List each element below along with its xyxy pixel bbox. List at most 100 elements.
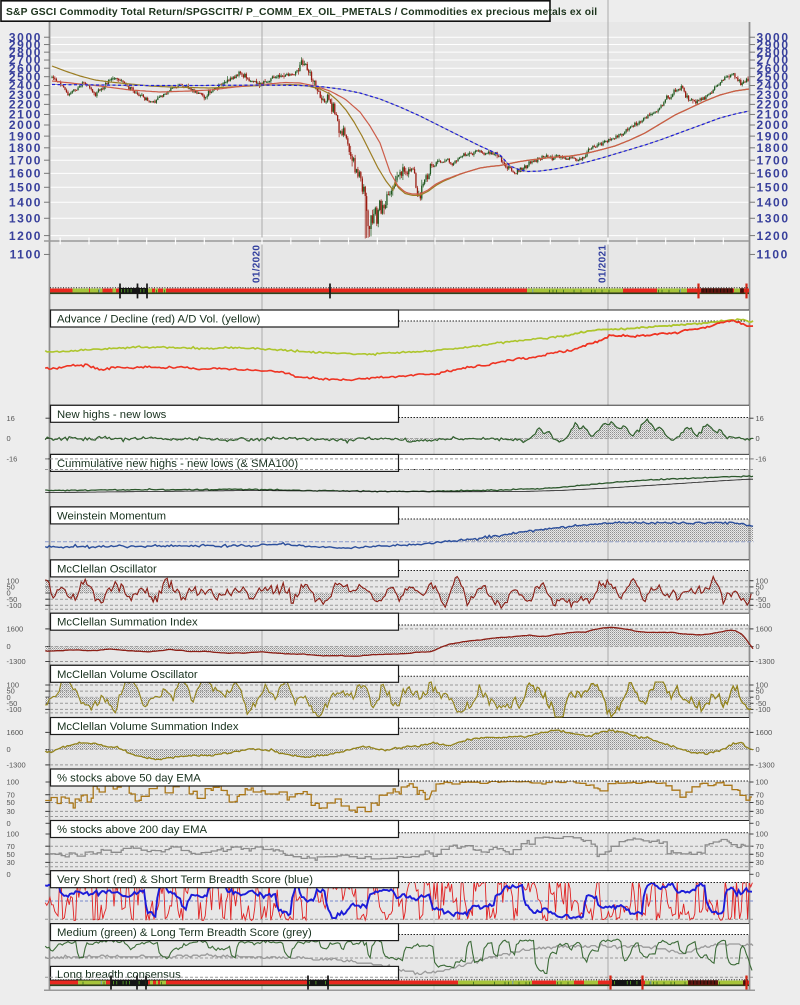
svg-text:-1300: -1300 xyxy=(7,761,26,770)
svg-text:1100: 1100 xyxy=(757,248,789,262)
svg-text:1500: 1500 xyxy=(757,181,790,195)
svg-text:0: 0 xyxy=(7,434,11,443)
svg-text:1500: 1500 xyxy=(9,181,42,195)
svg-text:-100: -100 xyxy=(7,705,22,714)
svg-text:-50: -50 xyxy=(7,595,18,604)
svg-text:3000: 3000 xyxy=(9,30,42,44)
svg-text:2800: 2800 xyxy=(9,45,42,59)
svg-text:1600: 1600 xyxy=(9,167,42,181)
svg-text:50: 50 xyxy=(7,850,15,859)
svg-text:1900: 1900 xyxy=(9,129,42,143)
svg-text:01/2020: 01/2020 xyxy=(252,245,263,283)
svg-text:16: 16 xyxy=(7,414,15,423)
svg-text:-100: -100 xyxy=(756,601,771,610)
svg-text:2500: 2500 xyxy=(9,70,42,84)
svg-text:-50: -50 xyxy=(756,699,767,708)
svg-text:50: 50 xyxy=(756,850,764,859)
svg-text:100: 100 xyxy=(7,576,20,585)
svg-text:0: 0 xyxy=(756,870,760,879)
svg-text:McClellan Volume Oscillator: McClellan Volume Oscillator xyxy=(57,669,198,681)
svg-text:McClellan Summation Index: McClellan Summation Index xyxy=(57,617,198,629)
svg-text:50: 50 xyxy=(7,687,15,696)
svg-text:-50: -50 xyxy=(756,595,767,604)
svg-text:-16: -16 xyxy=(7,455,18,464)
svg-text:0: 0 xyxy=(756,745,760,754)
svg-text:70: 70 xyxy=(756,790,764,799)
svg-text:16: 16 xyxy=(756,414,764,423)
svg-text:Advance / Decline (red) A/D Vo: Advance / Decline (red) A/D Vol. (yellow… xyxy=(57,314,261,326)
svg-text:2100: 2100 xyxy=(9,108,42,122)
svg-text:100: 100 xyxy=(756,576,769,585)
svg-text:2300: 2300 xyxy=(9,88,42,102)
svg-text:2200: 2200 xyxy=(9,98,42,112)
svg-text:01/2021: 01/2021 xyxy=(598,245,609,283)
svg-text:2600: 2600 xyxy=(757,61,790,75)
svg-text:1900: 1900 xyxy=(757,129,790,143)
svg-text:% stocks above 200 day EMA: % stocks above 200 day EMA xyxy=(57,824,208,836)
svg-text:2600: 2600 xyxy=(9,61,42,75)
svg-text:70: 70 xyxy=(756,842,764,851)
svg-text:100: 100 xyxy=(756,830,769,839)
svg-text:2500: 2500 xyxy=(757,70,790,84)
svg-text:0: 0 xyxy=(756,819,760,828)
svg-text:-1300: -1300 xyxy=(7,657,26,666)
svg-text:0: 0 xyxy=(7,870,11,879)
svg-text:1400: 1400 xyxy=(757,195,790,209)
svg-text:30: 30 xyxy=(7,807,15,816)
svg-text:50: 50 xyxy=(7,583,15,592)
svg-text:2400: 2400 xyxy=(757,79,790,93)
svg-text:50: 50 xyxy=(756,798,764,807)
svg-text:1600: 1600 xyxy=(7,625,24,634)
svg-text:2000: 2000 xyxy=(9,118,42,132)
svg-text:0: 0 xyxy=(7,589,11,598)
svg-text:50: 50 xyxy=(756,687,764,696)
svg-text:1200: 1200 xyxy=(9,229,42,243)
svg-text:2900: 2900 xyxy=(757,38,790,52)
svg-text:2400: 2400 xyxy=(9,79,42,93)
svg-text:0: 0 xyxy=(7,642,11,651)
svg-text:Very Short (red) & Short Term: Very Short (red) & Short Term Breadth Sc… xyxy=(57,874,313,886)
svg-text:2900: 2900 xyxy=(9,38,42,52)
svg-text:0: 0 xyxy=(756,434,760,443)
svg-text:2700: 2700 xyxy=(9,53,42,67)
svg-text:1400: 1400 xyxy=(9,195,42,209)
svg-text:McClellan Oscillator: McClellan Oscillator xyxy=(57,563,157,575)
svg-text:50: 50 xyxy=(7,798,15,807)
svg-text:1700: 1700 xyxy=(757,153,790,167)
svg-text:1800: 1800 xyxy=(757,141,790,155)
svg-text:Medium (green) & Long Term Bre: Medium (green) & Long Term Breadth Score… xyxy=(57,927,312,939)
svg-text:1800: 1800 xyxy=(9,141,42,155)
svg-text:0: 0 xyxy=(7,819,11,828)
svg-text:-50: -50 xyxy=(7,699,18,708)
svg-text:S&P GSCI Commodity Total Retur: S&P GSCI Commodity Total Return/SPGSCITR… xyxy=(6,7,597,18)
svg-text:% stocks above 50 day EMA: % stocks above 50 day EMA xyxy=(57,773,201,785)
svg-text:1300: 1300 xyxy=(9,212,42,226)
svg-text:0: 0 xyxy=(756,642,760,651)
svg-text:0: 0 xyxy=(7,693,11,702)
svg-text:1600: 1600 xyxy=(756,625,773,634)
svg-text:70: 70 xyxy=(7,842,15,851)
svg-text:100: 100 xyxy=(756,681,769,690)
svg-text:100: 100 xyxy=(7,681,20,690)
svg-text:50: 50 xyxy=(756,583,764,592)
svg-text:0: 0 xyxy=(756,693,760,702)
svg-text:2700: 2700 xyxy=(757,53,790,67)
svg-text:1700: 1700 xyxy=(9,153,42,167)
svg-text:2000: 2000 xyxy=(757,118,790,132)
svg-text:-1300: -1300 xyxy=(756,657,775,666)
svg-text:0: 0 xyxy=(756,589,760,598)
svg-text:-1300: -1300 xyxy=(756,761,775,770)
svg-text:2200: 2200 xyxy=(757,98,790,112)
svg-text:1100: 1100 xyxy=(10,248,42,262)
svg-text:-100: -100 xyxy=(756,705,771,714)
svg-text:30: 30 xyxy=(7,858,15,867)
svg-text:1200: 1200 xyxy=(757,229,790,243)
svg-text:1600: 1600 xyxy=(7,728,24,737)
svg-text:70: 70 xyxy=(7,790,15,799)
svg-text:Cummulative new highs - new lo: Cummulative new highs - new lows (& SMA1… xyxy=(57,458,298,470)
svg-text:Long breadth consensus: Long breadth consensus xyxy=(57,969,181,981)
svg-text:30: 30 xyxy=(756,807,764,816)
svg-text:McClellan Volume Summation Ind: McClellan Volume Summation Index xyxy=(57,721,239,733)
svg-text:3000: 3000 xyxy=(757,30,790,44)
svg-text:-16: -16 xyxy=(756,455,767,464)
